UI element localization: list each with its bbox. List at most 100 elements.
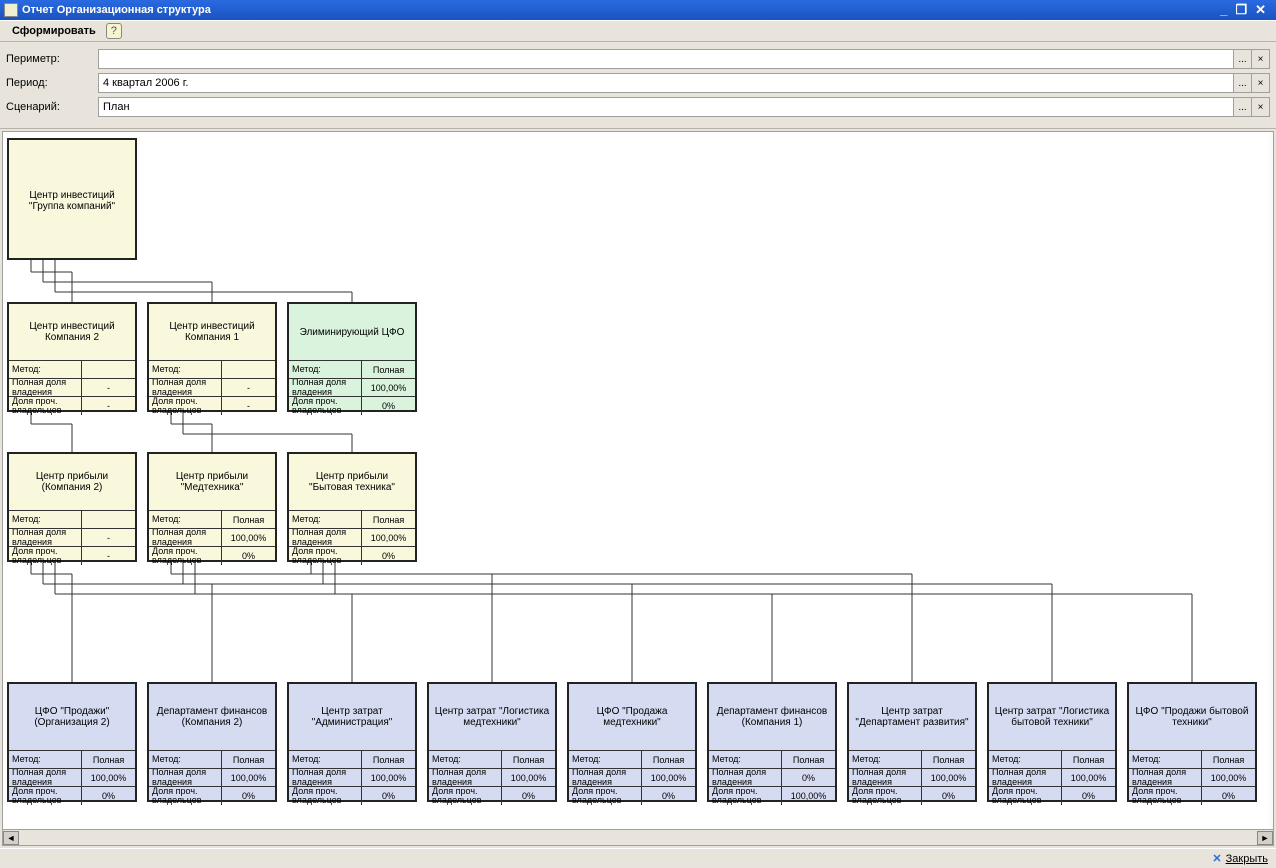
period-value: 4 квартал 2006 г. [99,77,1233,89]
org-node[interactable]: Центр прибыли "Медтехника"Метод:ПолнаяПо… [147,452,277,562]
org-node-row-value: Полная [782,751,835,768]
org-node-row-value: - [222,379,275,396]
org-node-row-value: - [222,397,275,415]
org-node-title: Центр затрат "Департамент развития" [849,684,975,750]
org-node-title: Центр прибыли "Медтехника" [149,454,275,510]
scenario-value: План [99,101,1233,113]
vertical-scroll-indicator [1269,132,1273,829]
org-node-row-value: 100,00% [642,769,695,786]
org-node-row-label: Метод: [9,361,82,378]
period-clear-icon[interactable]: × [1251,74,1269,92]
maximize-icon[interactable]: ❐ [1235,2,1247,18]
org-node[interactable]: ЦФО "Продажа медтехники"Метод:ПолнаяПолн… [567,682,697,802]
org-node-row-label: Полная доля владения [149,379,222,396]
minimize-icon[interactable]: _ [1220,2,1227,18]
generate-button[interactable]: Сформировать [6,23,102,39]
org-node-row-value: 100,00% [362,379,415,396]
org-node-row-value: - [82,547,135,565]
org-node[interactable]: Департамент финансов (Компания 1)Метод:П… [707,682,837,802]
org-node-row-value: Полная [362,751,415,768]
scroll-track[interactable] [19,831,1257,845]
org-node-row-label: Метод: [289,361,362,378]
close-button[interactable]: Закрыть [1226,853,1268,865]
org-node[interactable]: Элиминирующий ЦФОМетод:ПолнаяПолная доля… [287,302,417,412]
org-node-row-value: 0% [1062,787,1115,805]
org-node-row-label: Полная доля владения [429,769,502,786]
statusbar-close-icon[interactable]: ✕ [1212,852,1221,865]
org-node-row-value: 0% [922,787,975,805]
scenario-label: Сценарий: [6,101,98,113]
org-node-row-label: Полная доля владения [289,379,362,396]
org-node-row-label: Доля проч. владельцев [149,547,222,565]
org-node-row-label: Доля проч. владельцев [149,787,222,805]
org-node-row-value [222,361,275,378]
org-node[interactable]: ЦФО "Продажи бытовой техники"Метод:Полна… [1127,682,1257,802]
org-node-row-label: Доля проч. владельцев [9,397,82,415]
org-node-row-value: Полная [362,361,415,378]
org-node-row-value: Полная [922,751,975,768]
org-node-row-value: 100,00% [362,769,415,786]
org-node-title: Центр затрат "Логистика бытовой техники" [989,684,1115,750]
scroll-right-icon[interactable]: ► [1257,831,1273,845]
period-field[interactable]: 4 квартал 2006 г. ... × [98,73,1270,93]
org-node-row-value: 100,00% [502,769,555,786]
org-node-row-label: Доля проч. владельцев [289,397,362,415]
org-node-row-label: Метод: [289,751,362,768]
org-node-row-label: Доля проч. владельцев [289,547,362,565]
scenario-field[interactable]: План ... × [98,97,1270,117]
org-node[interactable]: Центр инвестиций Компания 1Метод:Полная … [147,302,277,412]
org-node-row-label: Полная доля владения [289,769,362,786]
perimeter-clear-icon[interactable]: × [1251,50,1269,68]
period-choose-icon[interactable]: ... [1233,74,1251,92]
perimeter-field[interactable]: ... × [98,49,1270,69]
org-node-row-label: Метод: [429,751,502,768]
org-node-row-value: Полная [502,751,555,768]
org-node-title: Элиминирующий ЦФО [289,304,415,360]
org-node[interactable]: ЦФО "Продажи" (Организация 2)Метод:Полна… [7,682,137,802]
org-node-row-value: 100,00% [1062,769,1115,786]
org-node[interactable]: Центр прибыли "Бытовая техника"Метод:Пол… [287,452,417,562]
org-node-row-value: 0% [222,547,275,565]
org-node-title: Центр инвестиций Компания 1 [149,304,275,360]
chart-area[interactable]: Центр инвестиций "Группа компаний"Центр … [2,131,1274,830]
perimeter-label: Периметр: [6,53,98,65]
horizontal-scrollbar[interactable]: ◄ ► [2,830,1274,846]
org-node-row-value: 100,00% [222,529,275,546]
org-node-row-label: Метод: [149,511,222,528]
org-node-row-value [82,361,135,378]
org-node-row-label: Полная доля владения [989,769,1062,786]
help-icon[interactable]: ? [106,23,122,39]
org-node-title: Центр прибыли (Компания 2) [9,454,135,510]
org-node[interactable]: Центр инвестиций Компания 2Метод:Полная … [7,302,137,412]
org-node[interactable]: Центр затрат "Логистика бытовой техники"… [987,682,1117,802]
org-node[interactable]: Центр затрат "Логистика медтехники"Метод… [427,682,557,802]
org-node[interactable]: Центр прибыли (Компания 2)Метод:Полная д… [7,452,137,562]
org-node[interactable]: Департамент финансов (Компания 2)Метод:П… [147,682,277,802]
perimeter-choose-icon[interactable]: ... [1233,50,1251,68]
org-node-row-label: Метод: [149,751,222,768]
org-node[interactable]: Центр инвестиций "Группа компаний" [7,138,137,260]
org-node-title: Центр инвестиций "Группа компаний" [9,140,135,262]
org-node-row-value: 0% [362,787,415,805]
window-icon [4,3,18,17]
org-node-row-value: Полная [362,511,415,528]
scroll-left-icon[interactable]: ◄ [3,831,19,845]
org-node-row-label: Метод: [289,511,362,528]
org-node-row-value: - [82,379,135,396]
org-node[interactable]: Центр затрат "Департамент развития"Метод… [847,682,977,802]
scenario-clear-icon[interactable]: × [1251,98,1269,116]
scenario-choose-icon[interactable]: ... [1233,98,1251,116]
org-node-row-label: Доля проч. владельцев [9,547,82,565]
org-node-title: ЦФО "Продажи" (Организация 2) [9,684,135,750]
close-icon[interactable]: ✕ [1255,2,1266,18]
org-node-row-value: 0% [362,547,415,565]
org-node-row-value: 100,00% [1202,769,1255,786]
org-node-row-label: Доля проч. владельцев [429,787,502,805]
org-node-title: ЦФО "Продажа медтехники" [569,684,695,750]
window-title: Отчет Организационная структура [22,4,1220,16]
org-node-row-value: Полная [1202,751,1255,768]
period-label: Период: [6,77,98,89]
org-node-row-label: Полная доля владения [9,379,82,396]
org-node[interactable]: Центр затрат "Администрация"Метод:Полная… [287,682,417,802]
org-node-row-label: Полная доля владения [9,529,82,546]
